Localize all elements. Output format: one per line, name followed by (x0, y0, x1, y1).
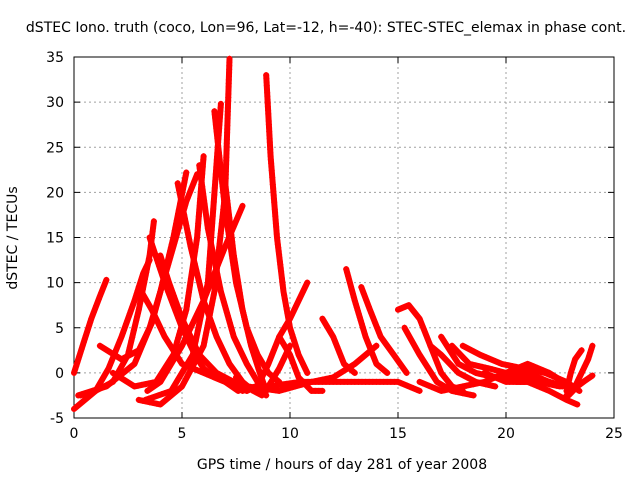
data-point-markers (358, 284, 410, 376)
series-arc (481, 369, 581, 408)
data-point-markers (563, 347, 585, 394)
series-arc (263, 72, 311, 376)
y-axis: -5 0 5 10 15 20 25 30 35 (46, 50, 614, 427)
series-arc (358, 284, 410, 376)
x-axis-label: GPS time / hours of day 281 of year 2008 (197, 457, 487, 473)
series-arc (563, 347, 585, 394)
series-arc (565, 372, 596, 399)
chart-title: dSTEC Iono. truth (coco, Lon=96, Lat=-12… (26, 20, 626, 36)
data-point-markers (343, 266, 391, 376)
x-tick-label: 25 (605, 426, 623, 442)
series-arc (343, 266, 391, 376)
data-point-markers (196, 162, 270, 399)
x-tick-label: 20 (497, 426, 515, 442)
data-series (71, 55, 596, 412)
data-point-markers (157, 252, 250, 394)
x-tick-label: 15 (389, 426, 407, 442)
series-arc (71, 276, 110, 376)
x-tick-label: 5 (178, 426, 187, 442)
y-tick-label: 0 (55, 366, 64, 382)
data-point-markers (263, 72, 311, 376)
series-arc (144, 202, 246, 394)
data-point-markers (276, 333, 326, 394)
y-tick-label: 30 (46, 95, 64, 111)
y-tick-label: 10 (46, 276, 64, 292)
data-point-markers (71, 276, 110, 376)
y-axis-label: dSTEC / TECUs (5, 186, 21, 289)
y-tick-label: 25 (46, 140, 64, 156)
series-arc (77, 218, 157, 399)
y-tick-label: 15 (46, 231, 64, 247)
series-arc (276, 333, 326, 394)
data-point-markers (565, 372, 596, 399)
y-tick-label: -5 (50, 411, 64, 427)
series-arc (157, 252, 250, 394)
y-tick-label: 5 (55, 321, 64, 337)
series-arc (146, 234, 242, 394)
data-point-markers (71, 257, 153, 412)
y-tick-label: 35 (46, 50, 64, 66)
data-point-markers (481, 369, 581, 408)
x-tick-label: 0 (70, 426, 79, 442)
series-arc (265, 378, 423, 394)
x-axis: 0 5 10 15 20 25 (70, 57, 623, 442)
data-point-markers (503, 374, 566, 390)
data-point-markers (144, 202, 246, 394)
series-line (77, 218, 157, 399)
series-arc (319, 315, 358, 376)
data-point-markers (319, 315, 358, 376)
y-tick-label: 20 (46, 185, 64, 201)
data-point-markers (416, 360, 574, 394)
x-tick-label: 10 (281, 426, 299, 442)
series-arc (503, 374, 566, 390)
